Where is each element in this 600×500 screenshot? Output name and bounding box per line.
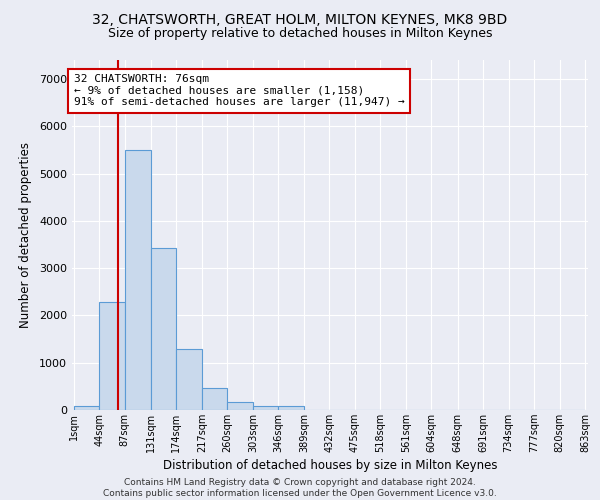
Bar [176, 348, 202, 410]
Bar [253, 406, 278, 410]
X-axis label: Distribution of detached houses by size in Milton Keynes: Distribution of detached houses by size … [163, 459, 497, 472]
Bar [74, 406, 99, 410]
Bar [227, 402, 253, 410]
Y-axis label: Number of detached properties: Number of detached properties [19, 142, 32, 328]
Bar [99, 302, 125, 410]
Bar [202, 388, 227, 410]
Text: Size of property relative to detached houses in Milton Keynes: Size of property relative to detached ho… [108, 28, 492, 40]
Bar [278, 406, 304, 410]
Text: 32 CHATSWORTH: 76sqm
← 9% of detached houses are smaller (1,158)
91% of semi-det: 32 CHATSWORTH: 76sqm ← 9% of detached ho… [74, 74, 404, 108]
Bar [151, 248, 176, 410]
Text: 32, CHATSWORTH, GREAT HOLM, MILTON KEYNES, MK8 9BD: 32, CHATSWORTH, GREAT HOLM, MILTON KEYNE… [92, 12, 508, 26]
Bar [125, 150, 151, 410]
Text: Contains HM Land Registry data © Crown copyright and database right 2024.
Contai: Contains HM Land Registry data © Crown c… [103, 478, 497, 498]
